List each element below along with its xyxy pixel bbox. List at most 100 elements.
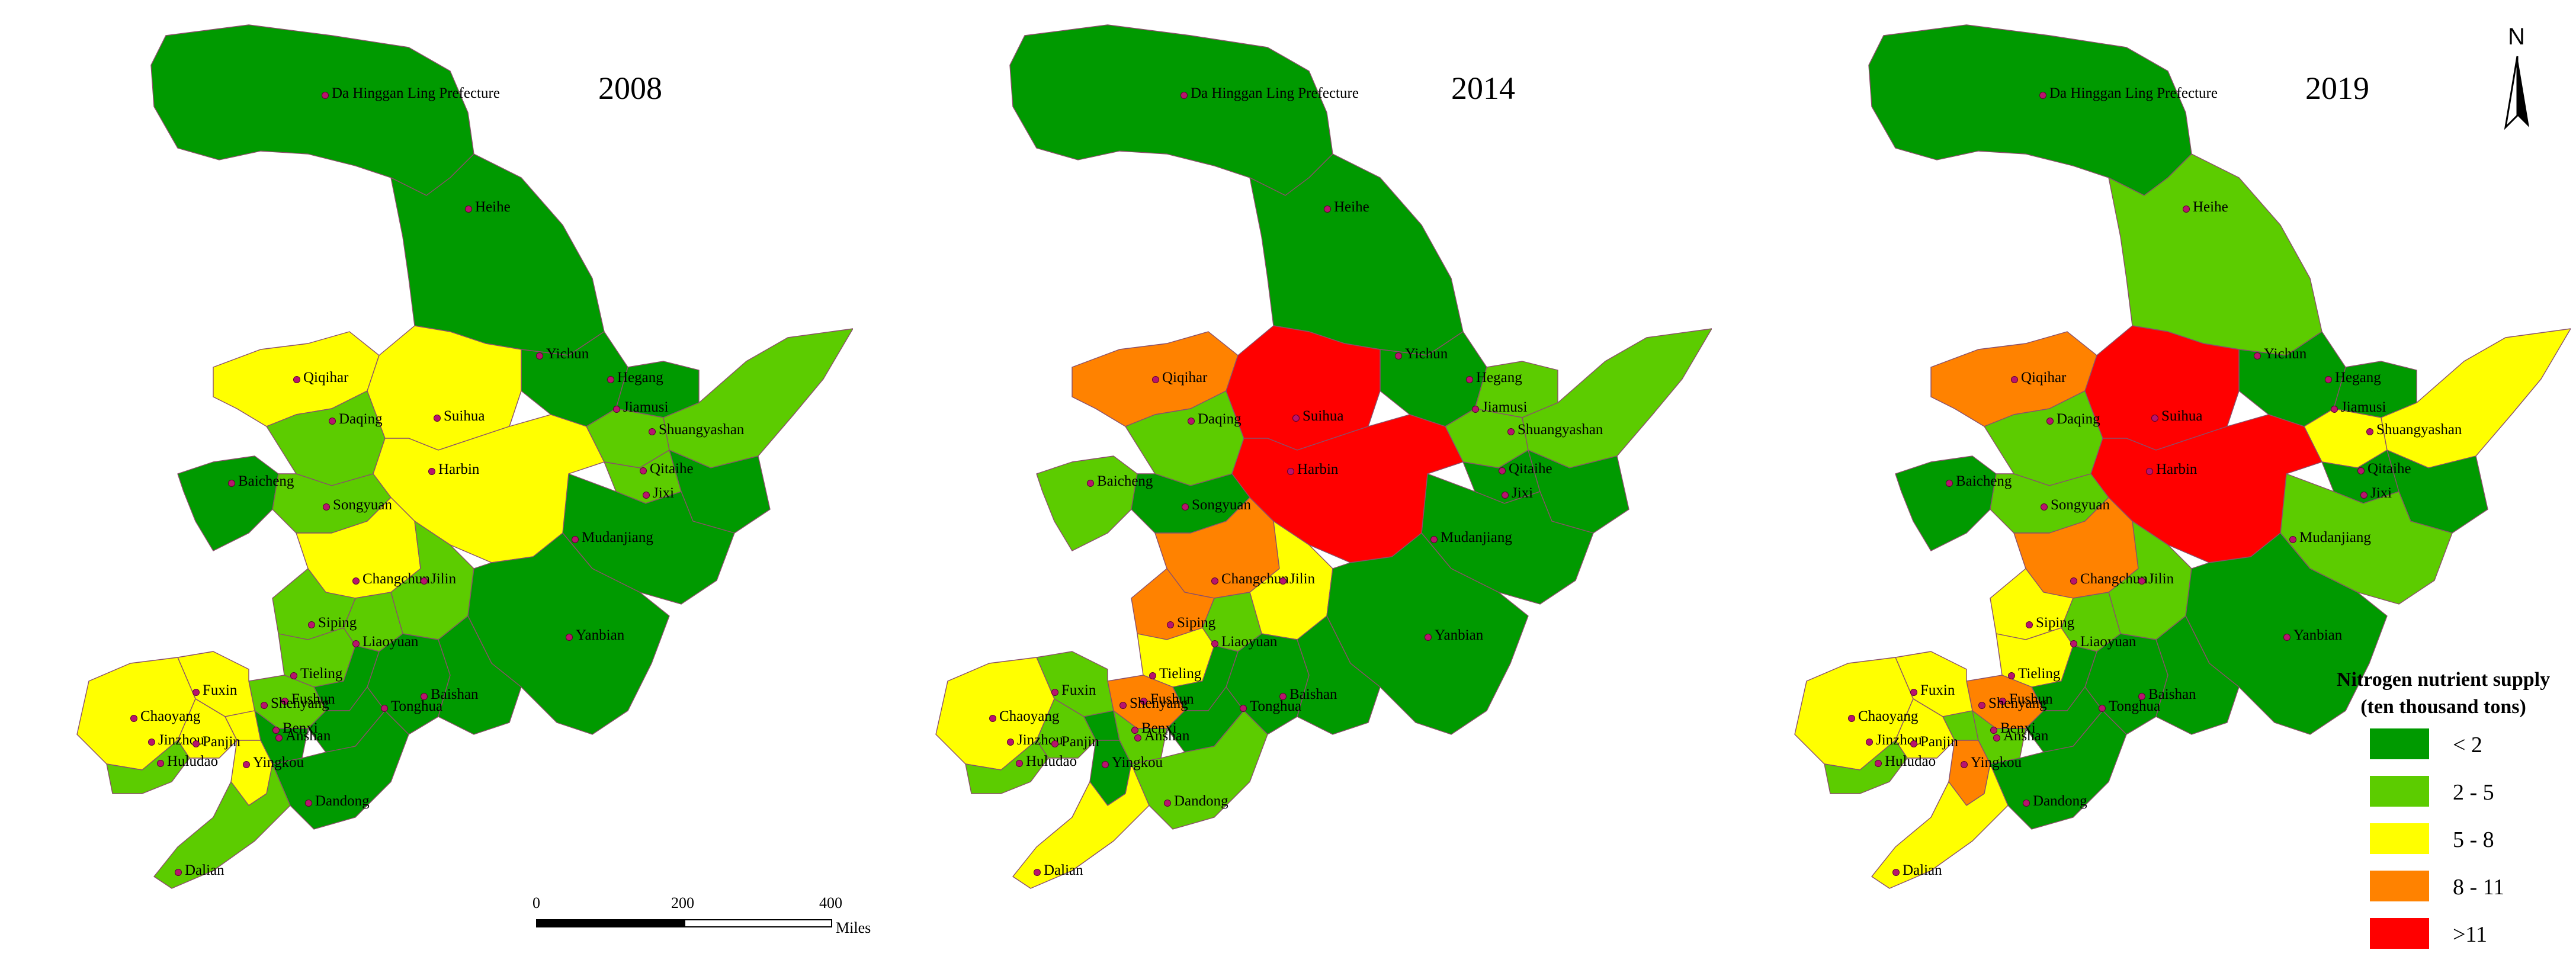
- city-marker-icon: [193, 689, 200, 696]
- city-label-jilin: Jilin: [1289, 571, 1316, 587]
- city-label-shuangyashan: Shuangyashan: [659, 422, 745, 438]
- city-label-shenyang: Shenyang: [1988, 695, 2047, 711]
- city-label-benxi: Benxi: [2000, 720, 2036, 736]
- city-marker-icon: [290, 672, 297, 679]
- city-label-tonghua: Tonghua: [391, 698, 443, 714]
- scale-bar-black-segment: [536, 919, 684, 927]
- city-label-anshan: Anshan: [2003, 728, 2049, 744]
- legend-label: 8 - 11: [2453, 875, 2505, 900]
- city-label-harbin: Harbin: [2156, 461, 2198, 477]
- city-marker-icon: [272, 727, 280, 734]
- city-marker-icon: [2331, 406, 2338, 413]
- city-marker-icon: [1211, 640, 1218, 647]
- city-label-anshan: Anshan: [1144, 728, 1190, 744]
- city-label-chaoyang: Chaoyang: [140, 708, 201, 724]
- city-marker-icon: [566, 634, 573, 641]
- city-marker-icon: [1466, 376, 1473, 383]
- city-marker-icon: [1051, 689, 1058, 696]
- city-label-jixi: Jixi: [1512, 485, 1534, 501]
- year-label-2008: 2008: [598, 70, 662, 106]
- city-label-liaoyuan: Liaoyuan: [1221, 634, 1278, 650]
- city-label-baishan: Baishan: [1289, 686, 1337, 702]
- city-label-mudanjiang: Mudanjiang: [582, 529, 653, 545]
- city-marker-icon: [1016, 760, 1023, 767]
- city-label-liaoyuan: Liaoyuan: [2080, 634, 2136, 650]
- city-label-jiamusi: Jiamusi: [623, 399, 669, 415]
- city-label-yichun: Yichun: [1405, 346, 1448, 362]
- city-label-dandong: Dandong: [1174, 793, 1228, 809]
- city-marker-icon: [1167, 621, 1174, 628]
- city-label-yanbian: Yanbian: [1435, 627, 1484, 643]
- city-marker-icon: [1875, 760, 1882, 767]
- city-label-panjin: Panjin: [203, 734, 240, 750]
- city-label-siping: Siping: [1177, 615, 1216, 631]
- city-marker-icon: [640, 467, 647, 474]
- city-marker-icon: [536, 352, 543, 359]
- city-marker-icon: [1188, 418, 1195, 425]
- city-label-suihua: Suihua: [1303, 408, 1344, 424]
- legend-swatch: [2370, 776, 2429, 807]
- city-label-hegang: Hegang: [1476, 370, 1522, 386]
- city-marker-icon: [1087, 480, 1094, 487]
- city-label-shuangyashan: Shuangyashan: [1518, 422, 1603, 438]
- city-marker-icon: [2008, 672, 2015, 679]
- prefecture-baicheng: [1036, 455, 1138, 551]
- city-marker-icon: [1472, 406, 1479, 413]
- city-label-yanbian: Yanbian: [576, 627, 625, 643]
- city-marker-icon: [2070, 640, 2077, 647]
- legend-label: >11: [2453, 922, 2488, 947]
- prefecture-da-hinggan-ling-prefecture: [1868, 24, 2192, 196]
- city-marker-icon: [1910, 740, 1917, 747]
- city-marker-icon: [352, 577, 360, 585]
- city-marker-icon: [1499, 467, 1506, 474]
- city-label-chaoyang: Chaoyang: [1858, 708, 1919, 724]
- city-marker-icon: [157, 760, 164, 767]
- city-label-qitaihe: Qitaihe: [2368, 461, 2411, 477]
- prefecture-huludao: [965, 740, 1049, 794]
- city-label-harbin: Harbin: [438, 461, 480, 477]
- city-label-fushun: Fushun: [1150, 691, 1194, 707]
- city-marker-icon: [1430, 536, 1438, 543]
- city-label-jiamusi: Jiamusi: [1482, 399, 1528, 415]
- scale-unit: Miles: [836, 919, 871, 936]
- city-label-heihe: Heihe: [475, 199, 511, 215]
- city-label-jilin: Jilin: [431, 571, 457, 587]
- city-label-tonghua: Tonghua: [1250, 698, 1302, 714]
- city-label-baicheng: Baicheng: [1097, 473, 1153, 489]
- city-marker-icon: [1279, 577, 1287, 585]
- city-marker-icon: [2151, 415, 2158, 422]
- city-label-tieling: Tieling: [2018, 666, 2061, 682]
- city-marker-icon: [293, 376, 300, 383]
- city-marker-icon: [1892, 869, 1900, 876]
- map-panel-2014: Da Hinggan Ling Prefecture Heihe Yichun Heg…: [859, 0, 1712, 963]
- city-marker-icon: [2357, 467, 2365, 474]
- city-label-yingkou: Yingkou: [1112, 755, 1163, 771]
- prefecture-baicheng: [1895, 455, 1997, 551]
- prefecture-huludao: [106, 740, 190, 794]
- scale-tick-200: 200: [671, 894, 694, 911]
- city-marker-icon: [243, 761, 250, 768]
- city-label-shuangyashan: Shuangyashan: [2376, 422, 2462, 438]
- city-label-tonghua: Tonghua: [2109, 698, 2161, 714]
- city-label-qiqihar: Qiqihar: [2021, 370, 2067, 386]
- city-label-qiqihar: Qiqihar: [1162, 370, 1208, 386]
- city-label-chaoyang: Chaoyang: [999, 708, 1060, 724]
- city-label-da-hinggan-ling-prefecture: Da Hinggan Ling Prefecture: [332, 85, 500, 101]
- city-label-daqing: Daqing: [2057, 411, 2100, 427]
- city-marker-icon: [1180, 92, 1188, 99]
- city-marker-icon: [2026, 621, 2033, 628]
- city-label-heihe: Heihe: [2193, 199, 2228, 215]
- city-marker-icon: [1102, 761, 1109, 768]
- city-label-da-hinggan-ling-prefecture: Da Hinggan Ling Prefecture: [1191, 85, 1359, 101]
- city-label-baicheng: Baicheng: [238, 473, 294, 489]
- city-label-baishan: Baishan: [431, 686, 479, 702]
- prefecture-baishan: [2155, 615, 2240, 735]
- city-label-shenyang: Shenyang: [1130, 695, 1188, 711]
- legend-swatch: [2370, 823, 2429, 854]
- city-marker-icon: [275, 734, 283, 741]
- prefecture-da-hinggan-ling-prefecture: [150, 24, 474, 196]
- city-marker-icon: [175, 869, 182, 876]
- city-label-tieling: Tieling: [300, 666, 343, 682]
- city-label-fushun: Fushun: [2009, 691, 2053, 707]
- city-marker-icon: [1961, 761, 1968, 768]
